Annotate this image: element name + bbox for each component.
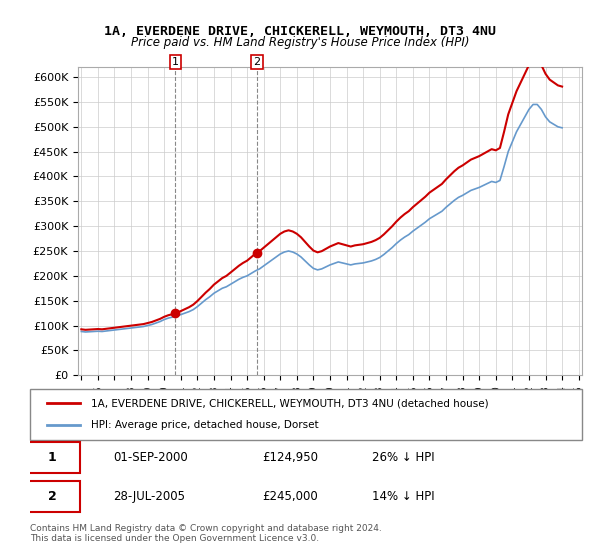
Text: HPI: Average price, detached house, Dorset: HPI: Average price, detached house, Dors… [91, 421, 319, 431]
Text: 1A, EVERDENE DRIVE, CHICKERELL, WEYMOUTH, DT3 4NU (detached house): 1A, EVERDENE DRIVE, CHICKERELL, WEYMOUTH… [91, 398, 488, 408]
FancyBboxPatch shape [25, 442, 80, 473]
Text: 28-JUL-2005: 28-JUL-2005 [113, 490, 185, 503]
Text: 01-SEP-2000: 01-SEP-2000 [113, 451, 188, 464]
Text: 2: 2 [253, 57, 260, 67]
Text: Price paid vs. HM Land Registry's House Price Index (HPI): Price paid vs. HM Land Registry's House … [131, 36, 469, 49]
Text: 1: 1 [48, 451, 56, 464]
Text: 1: 1 [172, 57, 179, 67]
Text: 1A, EVERDENE DRIVE, CHICKERELL, WEYMOUTH, DT3 4NU: 1A, EVERDENE DRIVE, CHICKERELL, WEYMOUTH… [104, 25, 496, 38]
Text: £124,950: £124,950 [262, 451, 318, 464]
FancyBboxPatch shape [25, 481, 80, 512]
Text: 26% ↓ HPI: 26% ↓ HPI [372, 451, 435, 464]
Text: 2: 2 [48, 490, 56, 503]
FancyBboxPatch shape [30, 389, 582, 440]
Text: 14% ↓ HPI: 14% ↓ HPI [372, 490, 435, 503]
Text: Contains HM Land Registry data © Crown copyright and database right 2024.
This d: Contains HM Land Registry data © Crown c… [30, 524, 382, 543]
Text: £245,000: £245,000 [262, 490, 317, 503]
